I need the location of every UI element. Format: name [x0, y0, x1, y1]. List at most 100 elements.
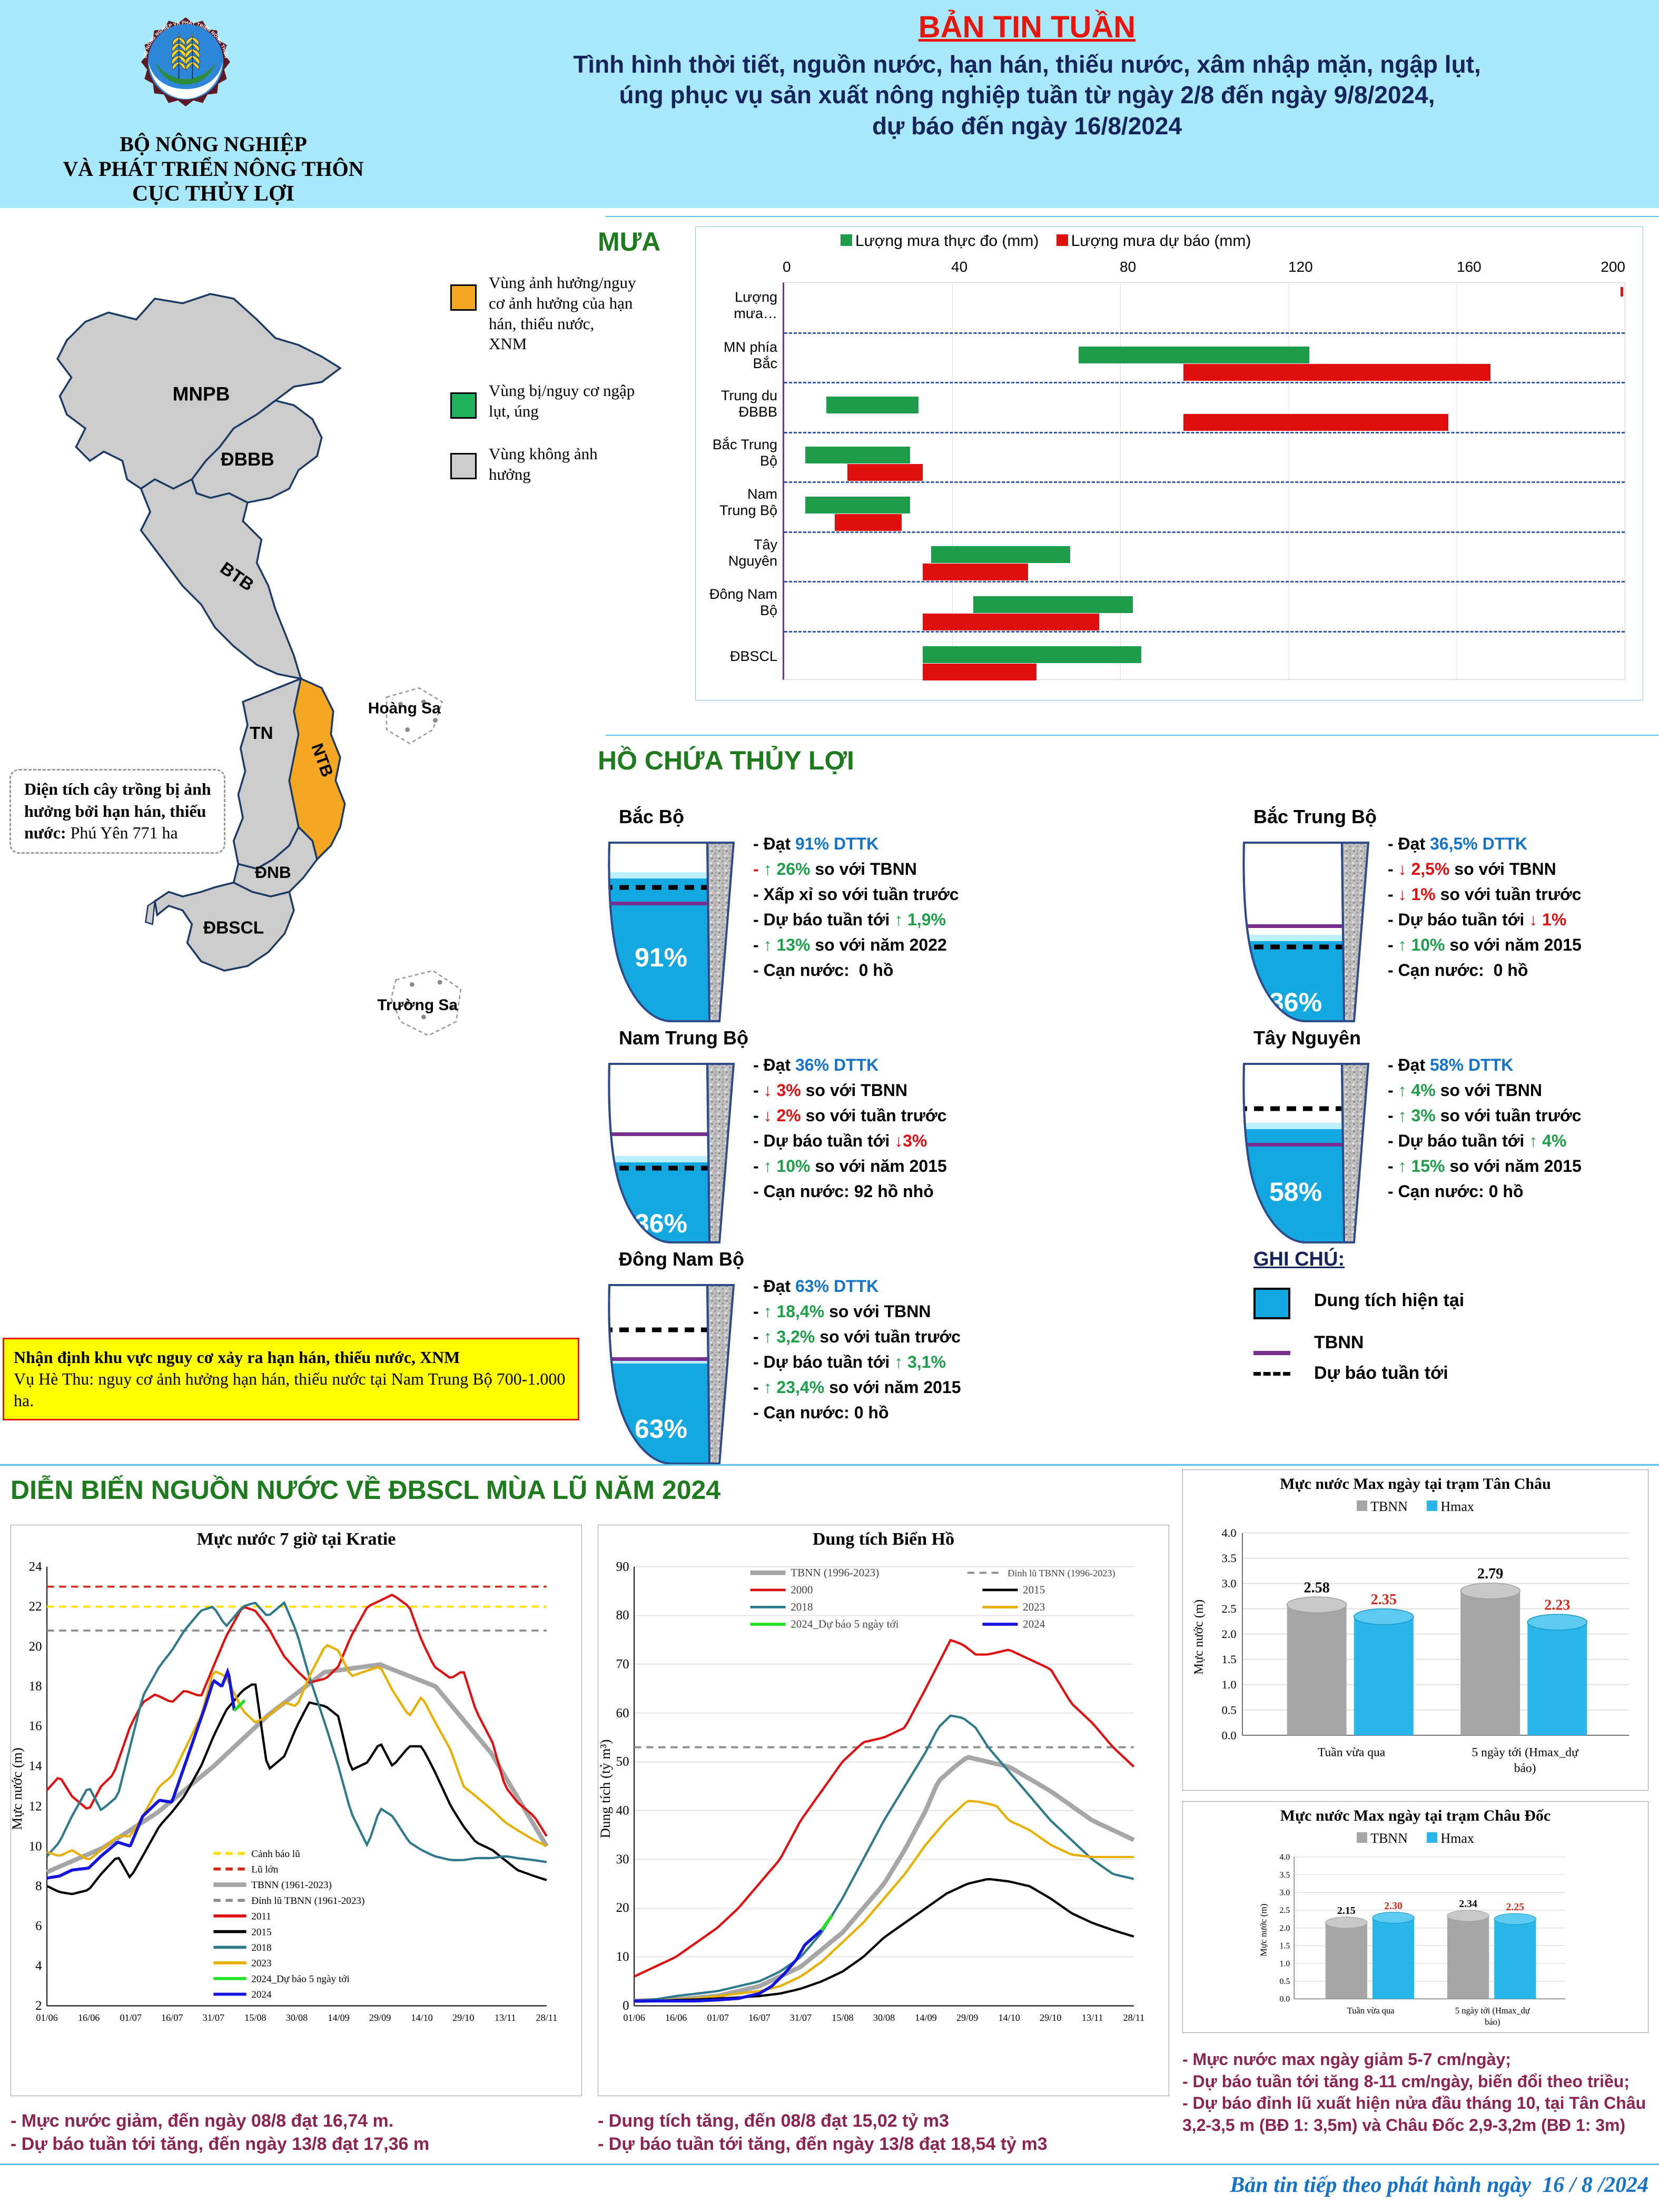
- svg-text:18: 18: [29, 1680, 42, 1694]
- svg-text:31/07: 31/07: [203, 2012, 224, 2023]
- svg-text:90: 90: [616, 1559, 629, 1574]
- svg-text:Lũ lớn: Lũ lớn: [251, 1864, 279, 1875]
- svg-text:ĐNB: ĐNB: [255, 863, 291, 882]
- svg-text:29/09: 29/09: [369, 2012, 391, 2023]
- svg-text:MNPB: MNPB: [173, 383, 230, 405]
- svg-text:2.25: 2.25: [1506, 1901, 1524, 1913]
- svg-text:2.79: 2.79: [1477, 1566, 1503, 1582]
- svg-text:15/08: 15/08: [832, 2012, 853, 2023]
- svg-text:14/09: 14/09: [328, 2012, 349, 2023]
- svg-text:5 ngày tới (Hmax_dự: 5 ngày tới (Hmax_dự: [1472, 1745, 1579, 1759]
- svg-text:2015: 2015: [251, 1927, 271, 1938]
- svg-text:2.34: 2.34: [1459, 1898, 1477, 1910]
- svg-text:2.0: 2.0: [1280, 1924, 1290, 1933]
- svg-text:báo): báo): [1514, 1761, 1536, 1775]
- svg-text:2024_Dự báo 5 ngày tới: 2024_Dự báo 5 ngày tới: [251, 1973, 350, 1984]
- svg-text:01/06: 01/06: [36, 2012, 57, 2023]
- svg-text:40: 40: [616, 1803, 629, 1818]
- svg-text:12: 12: [29, 1800, 42, 1814]
- svg-text:TBNN (1996-2023): TBNN (1996-2023): [791, 1566, 879, 1579]
- svg-text:2024: 2024: [251, 1989, 272, 2000]
- svg-text:13/11: 13/11: [1082, 2012, 1103, 2023]
- svg-text:2.5: 2.5: [1221, 1602, 1236, 1615]
- svg-text:Mực nước (m): Mực nước (m): [11, 1747, 25, 1830]
- svg-text:Mực nước (m): Mực nước (m): [1258, 1904, 1268, 1957]
- svg-text:16/06: 16/06: [665, 2012, 687, 2023]
- svg-text:4.0: 4.0: [1221, 1526, 1236, 1539]
- svg-text:2015: 2015: [1023, 1584, 1045, 1596]
- svg-text:2.58: 2.58: [1303, 1580, 1329, 1596]
- svg-text:Đỉnh lũ TBNN (1996-2023): Đỉnh lũ TBNN (1996-2023): [1008, 1568, 1115, 1579]
- svg-text:91%: 91%: [635, 943, 687, 972]
- svg-text:Mực nước (m): Mực nước (m): [1192, 1599, 1206, 1675]
- svg-text:01/07: 01/07: [707, 2012, 728, 2023]
- svg-text:63%: 63%: [635, 1414, 687, 1444]
- svg-text:14/10: 14/10: [411, 2012, 432, 2023]
- svg-text:3.5: 3.5: [1221, 1552, 1236, 1565]
- svg-text:36%: 36%: [1269, 987, 1322, 1017]
- svg-text:3.0: 3.0: [1280, 1889, 1290, 1898]
- svg-text:58%: 58%: [1269, 1177, 1322, 1207]
- svg-text:60: 60: [616, 1706, 629, 1720]
- svg-text:14/09: 14/09: [915, 2012, 936, 2023]
- svg-text:Tuần vừa qua: Tuần vừa qua: [1318, 1745, 1386, 1759]
- svg-text:5 ngày tới (Hmax_dự: 5 ngày tới (Hmax_dự: [1455, 2006, 1530, 2016]
- svg-text:2.30: 2.30: [1384, 1900, 1403, 1912]
- svg-text:36%: 36%: [635, 1209, 687, 1238]
- svg-text:14/10: 14/10: [998, 2012, 1020, 2023]
- svg-text:01/07: 01/07: [120, 2012, 141, 2023]
- svg-text:2011: 2011: [251, 1911, 271, 1922]
- svg-text:Hoàng Sa: Hoàng Sa: [368, 700, 441, 717]
- svg-text:0.0: 0.0: [1221, 1729, 1236, 1742]
- svg-text:6: 6: [35, 1919, 42, 1933]
- svg-text:16/07: 16/07: [161, 2012, 183, 2023]
- svg-text:10: 10: [616, 1950, 629, 1964]
- svg-text:TN: TN: [250, 724, 273, 743]
- svg-text:0.0: 0.0: [1280, 1995, 1290, 2004]
- svg-text:4.0: 4.0: [1280, 1853, 1290, 1862]
- svg-text:báo): báo): [1485, 2017, 1500, 2027]
- svg-text:16: 16: [29, 1719, 42, 1733]
- svg-text:1.0: 1.0: [1221, 1678, 1236, 1691]
- svg-text:20: 20: [29, 1640, 42, 1654]
- svg-text:ĐBSCL: ĐBSCL: [203, 919, 264, 938]
- svg-text:01/06: 01/06: [623, 2012, 645, 2023]
- svg-text:30/08: 30/08: [286, 2012, 308, 2023]
- svg-text:80: 80: [616, 1608, 629, 1622]
- svg-text:22: 22: [29, 1599, 42, 1614]
- svg-text:14: 14: [29, 1759, 42, 1773]
- svg-text:30/08: 30/08: [873, 2012, 895, 2023]
- svg-text:16/07: 16/07: [748, 2012, 770, 2023]
- svg-text:2023: 2023: [1023, 1601, 1045, 1613]
- svg-text:0: 0: [623, 1999, 629, 2013]
- svg-text:30: 30: [616, 1852, 629, 1867]
- svg-text:29/10: 29/10: [1040, 2012, 1061, 2023]
- svg-text:20: 20: [616, 1901, 629, 1915]
- svg-text:2018: 2018: [251, 1942, 271, 1953]
- svg-text:Dung tích (tỷ m³): Dung tích (tỷ m³): [598, 1740, 613, 1839]
- svg-text:29/09: 29/09: [956, 2012, 978, 2023]
- svg-text:3.0: 3.0: [1221, 1577, 1236, 1590]
- svg-text:2024: 2024: [1023, 1618, 1045, 1631]
- svg-text:2.35: 2.35: [1371, 1592, 1397, 1608]
- svg-text:2000: 2000: [791, 1584, 813, 1596]
- svg-text:28/11: 28/11: [536, 2012, 557, 2023]
- svg-text:0.5: 0.5: [1221, 1703, 1236, 1716]
- svg-text:2.0: 2.0: [1221, 1627, 1236, 1641]
- svg-text:2018: 2018: [791, 1601, 813, 1613]
- svg-text:29/10: 29/10: [452, 2012, 474, 2023]
- svg-text:24: 24: [29, 1559, 42, 1574]
- svg-text:70: 70: [616, 1657, 629, 1671]
- svg-text:4: 4: [35, 1959, 42, 1973]
- svg-text:ĐBBB: ĐBBB: [221, 449, 274, 470]
- svg-text:8: 8: [35, 1879, 42, 1893]
- svg-text:1.0: 1.0: [1280, 1959, 1290, 1968]
- svg-text:16/06: 16/06: [78, 2012, 100, 2023]
- svg-text:2023: 2023: [251, 1958, 271, 1969]
- svg-text:Cảnh báo lũ: Cảnh báo lũ: [251, 1849, 300, 1860]
- svg-text:15/08: 15/08: [244, 2012, 266, 2023]
- svg-text:2.15: 2.15: [1337, 1905, 1356, 1917]
- svg-text:31/07: 31/07: [790, 2012, 812, 2023]
- svg-text:1.5: 1.5: [1280, 1942, 1290, 1951]
- svg-text:2: 2: [35, 1999, 42, 2013]
